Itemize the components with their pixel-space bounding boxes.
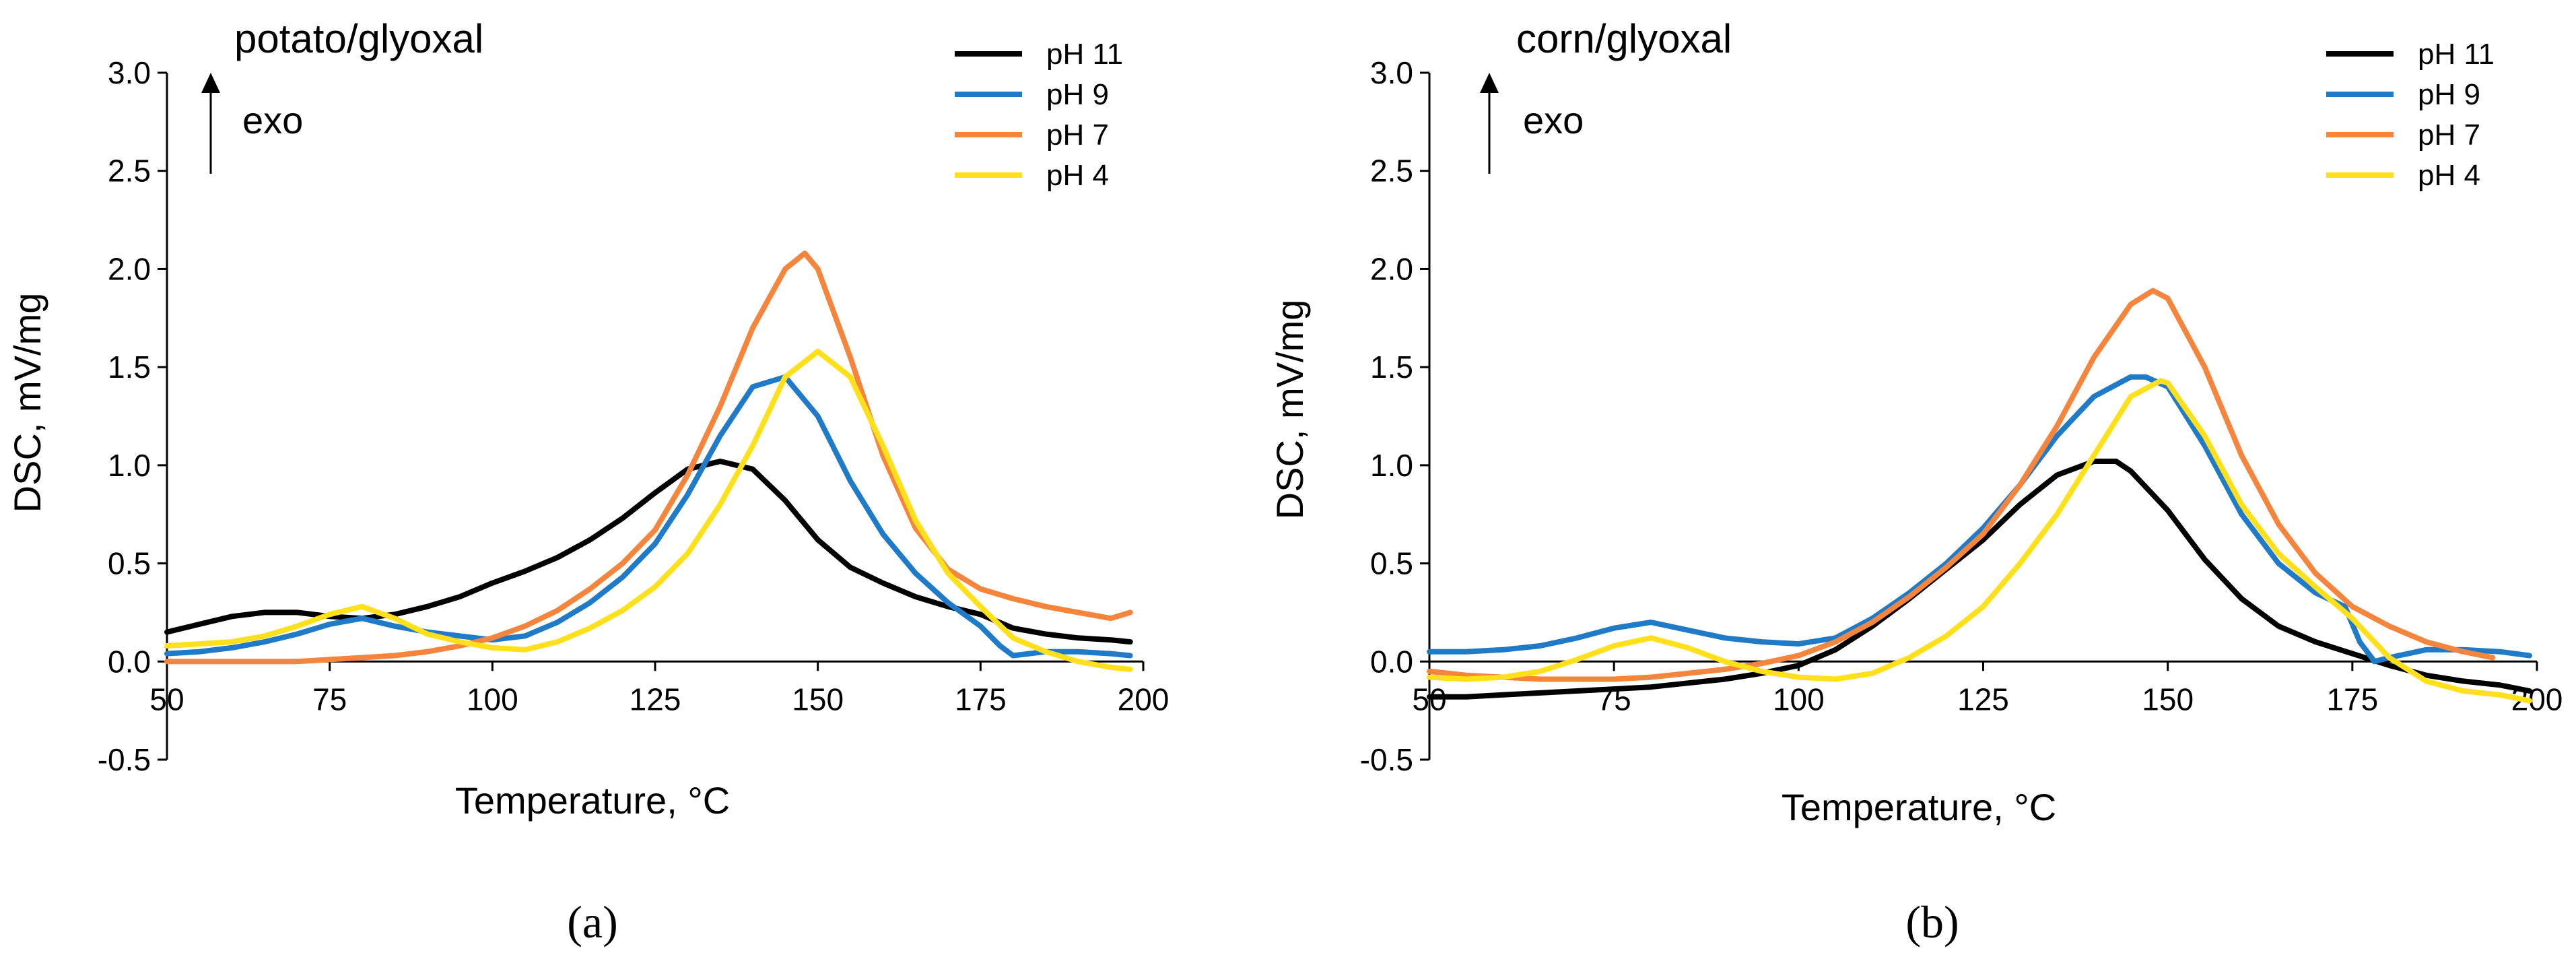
- y-tick-label: 0.5: [108, 546, 151, 581]
- y-tick-label: 0.0: [1370, 644, 1413, 679]
- legend-item: pH 7: [2326, 119, 2480, 152]
- legend-item: pH 4: [2326, 159, 2480, 192]
- x-tick-label: 200: [1118, 682, 1170, 717]
- chart-panel-a: potato/glyoxal exo Temperature, °C DSC, …: [6, 16, 1169, 948]
- y-tick-label: 1.0: [1370, 448, 1413, 483]
- legend-item: pH 11: [955, 38, 1123, 71]
- chart-panel-b: corn/glyoxal exo Temperature, °C DSC, mV…: [1268, 16, 2563, 948]
- axes: -0.5 0.0 0.5 1.0 1.5 2.0 2.5 3.0 50 75 100 125 150 17…: [98, 55, 1170, 777]
- y-tick-label: 3.0: [1370, 55, 1413, 90]
- legend-item: pH 4: [955, 159, 1109, 192]
- x-tick-label: 100: [1773, 682, 1825, 717]
- x-tick-label: 125: [630, 682, 681, 717]
- y-tick-label: -0.5: [1360, 742, 1413, 777]
- y-tick-label: 1.5: [108, 350, 151, 385]
- x-tick-label: 150: [792, 682, 844, 717]
- exo-arrow-icon: [201, 73, 220, 174]
- chart-title: potato/glyoxal: [234, 16, 483, 61]
- exo-annotation: exo: [1523, 99, 1584, 141]
- series-lines: [164, 251, 1133, 672]
- legend-label: pH 9: [1046, 78, 1109, 111]
- x-tick-label: 50: [149, 682, 184, 717]
- series-line-ph-4: [164, 348, 1133, 672]
- panel-label: (a): [567, 896, 617, 948]
- legend-item: pH 9: [2326, 78, 2480, 111]
- series-line-ph-7: [164, 251, 1133, 665]
- x-axis-label: Temperature, °C: [455, 779, 730, 822]
- series-line-ph-9: [164, 374, 1133, 659]
- series-line-ph-4: [1427, 378, 2532, 704]
- x-tick-label: 150: [2142, 682, 2194, 717]
- y-tick-label: 2.5: [1370, 154, 1413, 189]
- legend-label: pH 7: [2418, 119, 2480, 152]
- exo-arrow-icon: [1480, 73, 1499, 174]
- legend: pH 11 pH 9 pH 7 pH 4: [2326, 38, 2495, 192]
- series-lines: [1427, 288, 2532, 704]
- x-tick-label: 125: [1957, 682, 2009, 717]
- x-tick-label: 175: [2326, 682, 2378, 717]
- legend-label: pH 9: [2418, 78, 2480, 111]
- x-tick-label: 100: [467, 682, 518, 717]
- legend-item: pH 9: [955, 78, 1109, 111]
- y-tick-label: 2.0: [108, 251, 151, 286]
- y-axis-label: DSC, mV/mg: [6, 293, 48, 513]
- panel-label: (b): [1905, 896, 1959, 948]
- exo-annotation: exo: [242, 99, 303, 141]
- legend-label: pH 11: [1046, 38, 1123, 71]
- x-tick-label: 175: [955, 682, 1007, 717]
- exo-arrow-head: [1480, 73, 1499, 93]
- exo-arrow-head: [201, 73, 220, 93]
- y-tick-label: 0.5: [1370, 546, 1413, 581]
- series-line-ph-7: [1427, 288, 2496, 682]
- chart-title: corn/glyoxal: [1516, 16, 1732, 61]
- y-axis-label: DSC, mV/mg: [1268, 300, 1311, 520]
- legend-item: pH 7: [955, 119, 1109, 152]
- y-tick-label: 2.5: [108, 154, 151, 189]
- legend: pH 11 pH 9 pH 7 pH 4: [955, 38, 1123, 192]
- y-tick-label: 1.5: [1370, 350, 1413, 385]
- x-axis-label: Temperature, °C: [1782, 786, 2056, 828]
- legend-label: pH 4: [2418, 159, 2480, 192]
- legend-label: pH 4: [1046, 159, 1109, 192]
- series-line-ph-11: [1427, 459, 2532, 700]
- x-tick-label: 75: [312, 682, 347, 717]
- y-tick-label: 3.0: [108, 55, 151, 90]
- legend-label: pH 11: [2418, 38, 2495, 71]
- y-tick-label: 1.0: [108, 448, 151, 483]
- series-line-ph-9: [1427, 374, 2532, 665]
- y-tick-label: 0.0: [108, 644, 151, 679]
- y-tick-label: -0.5: [98, 742, 151, 777]
- legend-item: pH 11: [2326, 38, 2495, 71]
- y-tick-label: 2.0: [1370, 251, 1413, 286]
- legend-label: pH 7: [1046, 119, 1109, 152]
